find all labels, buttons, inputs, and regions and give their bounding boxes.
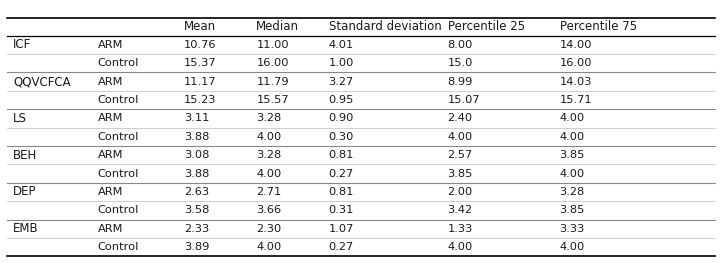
Text: 4.00: 4.00 <box>256 132 282 142</box>
Text: 2.63: 2.63 <box>184 187 209 197</box>
Text: 11.00: 11.00 <box>256 40 289 50</box>
Text: Control: Control <box>97 169 139 179</box>
Text: 3.85: 3.85 <box>448 169 473 179</box>
Text: 11.17: 11.17 <box>184 77 217 87</box>
Text: 10.76: 10.76 <box>184 40 217 50</box>
Text: 8.00: 8.00 <box>448 40 473 50</box>
Text: 3.58: 3.58 <box>184 205 209 215</box>
Text: 2.57: 2.57 <box>448 150 473 160</box>
Text: QQVCFCA: QQVCFCA <box>13 75 71 88</box>
Text: 15.07: 15.07 <box>448 95 480 105</box>
Text: Control: Control <box>97 132 139 142</box>
Text: 4.00: 4.00 <box>448 242 473 252</box>
Text: Percentile 75: Percentile 75 <box>560 21 637 33</box>
Text: 15.71: 15.71 <box>560 95 592 105</box>
Text: 0.31: 0.31 <box>329 205 354 215</box>
Text: 15.0: 15.0 <box>448 58 473 68</box>
Text: 3.88: 3.88 <box>184 132 209 142</box>
Text: 1.07: 1.07 <box>329 224 354 234</box>
Text: Mean: Mean <box>184 21 216 33</box>
Text: Standard deviation: Standard deviation <box>329 21 441 33</box>
Text: 4.00: 4.00 <box>448 132 473 142</box>
Text: 3.28: 3.28 <box>256 150 282 160</box>
Text: 16.00: 16.00 <box>560 58 592 68</box>
Text: Percentile 25: Percentile 25 <box>448 21 525 33</box>
Text: 1.33: 1.33 <box>448 224 473 234</box>
Text: 3.27: 3.27 <box>329 77 354 87</box>
Text: BEH: BEH <box>13 149 38 162</box>
Text: 2.30: 2.30 <box>256 224 282 234</box>
Text: 14.03: 14.03 <box>560 77 592 87</box>
Text: 4.00: 4.00 <box>560 169 585 179</box>
Text: ARM: ARM <box>97 40 123 50</box>
Text: 3.88: 3.88 <box>184 169 209 179</box>
Text: ARM: ARM <box>97 187 123 197</box>
Text: 0.81: 0.81 <box>329 187 354 197</box>
Text: 2.71: 2.71 <box>256 187 282 197</box>
Text: 0.90: 0.90 <box>329 113 354 123</box>
Text: 1.00: 1.00 <box>329 58 354 68</box>
Text: 2.00: 2.00 <box>448 187 473 197</box>
Text: 4.01: 4.01 <box>329 40 354 50</box>
Text: 0.95: 0.95 <box>329 95 354 105</box>
Text: 3.08: 3.08 <box>184 150 209 160</box>
Text: Control: Control <box>97 242 139 252</box>
Text: 3.89: 3.89 <box>184 242 209 252</box>
Text: 15.23: 15.23 <box>184 95 217 105</box>
Text: 4.00: 4.00 <box>560 132 585 142</box>
Text: Control: Control <box>97 58 139 68</box>
Text: Control: Control <box>97 95 139 105</box>
Text: 15.57: 15.57 <box>256 95 289 105</box>
Text: ARM: ARM <box>97 113 123 123</box>
Text: 2.40: 2.40 <box>448 113 473 123</box>
Text: 3.28: 3.28 <box>560 187 585 197</box>
Text: ARM: ARM <box>97 150 123 160</box>
Text: 14.00: 14.00 <box>560 40 592 50</box>
Text: DEP: DEP <box>13 185 37 199</box>
Text: 3.66: 3.66 <box>256 205 282 215</box>
Text: 16.00: 16.00 <box>256 58 289 68</box>
Text: Control: Control <box>97 205 139 215</box>
Text: 3.33: 3.33 <box>560 224 585 234</box>
Text: 11.79: 11.79 <box>256 77 289 87</box>
Text: 3.85: 3.85 <box>560 150 585 160</box>
Text: 4.00: 4.00 <box>560 113 585 123</box>
Text: 4.00: 4.00 <box>560 242 585 252</box>
Text: 0.30: 0.30 <box>329 132 354 142</box>
Text: ARM: ARM <box>97 77 123 87</box>
Text: 3.42: 3.42 <box>448 205 473 215</box>
Text: 0.81: 0.81 <box>329 150 354 160</box>
Text: 2.33: 2.33 <box>184 224 209 234</box>
Text: 15.37: 15.37 <box>184 58 217 68</box>
Text: LS: LS <box>13 112 27 125</box>
Text: ICF: ICF <box>13 38 31 51</box>
Text: 3.85: 3.85 <box>560 205 585 215</box>
Text: 0.27: 0.27 <box>329 242 354 252</box>
Text: 8.99: 8.99 <box>448 77 473 87</box>
Text: Median: Median <box>256 21 300 33</box>
Text: 3.28: 3.28 <box>256 113 282 123</box>
Text: EMB: EMB <box>13 222 38 235</box>
Text: 4.00: 4.00 <box>256 169 282 179</box>
Text: 4.00: 4.00 <box>256 242 282 252</box>
Text: 0.27: 0.27 <box>329 169 354 179</box>
Text: 3.11: 3.11 <box>184 113 209 123</box>
Text: ARM: ARM <box>97 224 123 234</box>
